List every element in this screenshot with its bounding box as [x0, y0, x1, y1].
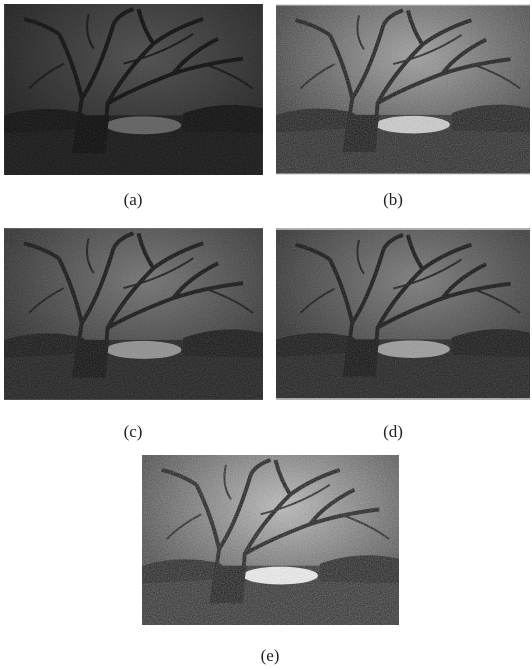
caption: (c): [83, 422, 183, 442]
caption: (d): [343, 422, 443, 442]
panel-image-a: [4, 4, 263, 175]
caption: (b): [343, 190, 443, 210]
caption: (a): [83, 190, 183, 210]
caption: (e): [220, 646, 320, 666]
panel-image-b: [276, 4, 530, 175]
figure-page: {"figure": {"panels": [{"caption": "(a)"…: [0, 0, 532, 670]
panel-image-e: [141, 455, 400, 625]
panel-image-c: [4, 228, 263, 400]
panel-image-d: [276, 228, 530, 400]
